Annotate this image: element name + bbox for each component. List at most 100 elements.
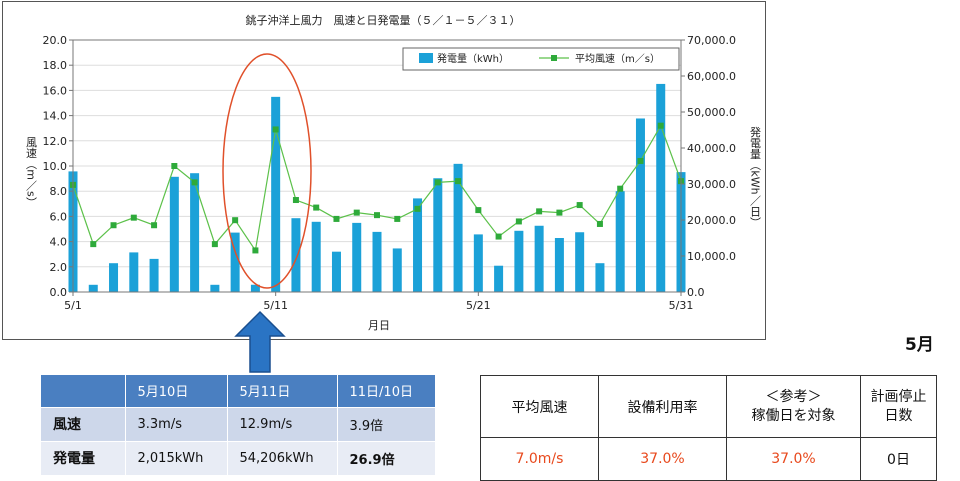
row-label: 発電量 bbox=[41, 441, 126, 476]
legend-line-label: 平均風速（m／s） bbox=[575, 53, 660, 65]
right-tick-label: 70,000.0 bbox=[687, 34, 736, 47]
wind-power-chart: 銚子沖洋上風力 風速と日発電量（５／１－５／３１） 0.0 2.0 4.0 6.0 8.… bbox=[25, 13, 762, 332]
wind-speed-point bbox=[171, 163, 178, 169]
bar bbox=[169, 176, 179, 292]
left-tick-label: 10.0 bbox=[43, 160, 68, 173]
bar bbox=[311, 221, 321, 292]
stats-value-outage-days: 0日 bbox=[860, 437, 937, 481]
bar bbox=[331, 251, 341, 292]
left-tick-label: 16.0 bbox=[43, 84, 68, 97]
cell-ratio: 3.9倍 bbox=[337, 407, 436, 442]
legend-line-marker bbox=[551, 55, 557, 61]
bar bbox=[190, 173, 200, 292]
wind-speed-point bbox=[151, 222, 158, 229]
right-tick-label: 30,000.0 bbox=[687, 178, 736, 191]
wind-speed-point bbox=[434, 179, 441, 186]
right-tick-label: 40,000.0 bbox=[687, 142, 736, 155]
bar bbox=[656, 83, 666, 292]
bar bbox=[413, 198, 423, 292]
wind-speed-point bbox=[455, 178, 462, 185]
bar bbox=[554, 238, 564, 292]
table-row: 風速 3.3m/s 12.9m/s 3.9倍 bbox=[41, 407, 436, 442]
bar bbox=[534, 225, 544, 292]
left-tick-label: 6.0 bbox=[50, 210, 68, 223]
legend-bar-label: 発電量（kWh） bbox=[437, 52, 509, 65]
left-tick-label: 4.0 bbox=[50, 236, 68, 249]
legend-bar-swatch bbox=[419, 53, 433, 63]
wind-speed-point bbox=[211, 241, 218, 248]
bar bbox=[514, 230, 524, 292]
highlight-ellipse bbox=[222, 53, 312, 289]
stats-header-outage-days: 計画停止 日数 bbox=[860, 375, 937, 438]
x-tick-label: 5/1 bbox=[64, 299, 82, 312]
wind-speed-point bbox=[272, 126, 279, 133]
bar bbox=[129, 252, 139, 292]
wind-speed-point bbox=[333, 215, 340, 222]
stats-value-row: 7.0m/s 37.0% 37.0% 0日 bbox=[480, 437, 937, 481]
wind-speed-line bbox=[72, 124, 682, 253]
chart-frame: 銚子沖洋上風力 風速と日発電量（５／１－５／３１） 0.0 2.0 4.0 6.0 8.… bbox=[2, 1, 766, 340]
stats-header-avg-wind: 平均風速 bbox=[480, 375, 599, 438]
right-tick-label: 20,000.0 bbox=[687, 214, 736, 227]
pointer-arrow-icon bbox=[234, 310, 286, 373]
bar bbox=[433, 178, 443, 292]
x-tick-label: 5/11 bbox=[263, 299, 288, 312]
wind-speed-point bbox=[556, 209, 563, 216]
chart-title: 銚子沖洋上風力 風速と日発電量（５／１－５／３１） bbox=[246, 13, 521, 27]
wind-speed-point bbox=[394, 215, 401, 222]
bar bbox=[109, 263, 119, 292]
wind-speed-point bbox=[191, 179, 198, 186]
right-tick-label: 0.0 bbox=[687, 286, 705, 299]
left-tick-label: 14.0 bbox=[43, 110, 68, 123]
x-axis-label: 月日 bbox=[368, 319, 390, 332]
left-tick-label: 8.0 bbox=[50, 185, 68, 198]
stats-header-reference: ＜参考＞ 稼働日を対象 bbox=[726, 375, 861, 438]
month-label: 5月 bbox=[905, 335, 934, 355]
left-tick-label: 2.0 bbox=[50, 261, 68, 274]
legend: 発電量（kWh） 平均風速（m／s） bbox=[402, 47, 680, 71]
cell-day11: 54,206kWh bbox=[227, 441, 338, 476]
wind-speed-point bbox=[536, 208, 543, 215]
x-tick-label: 5/21 bbox=[466, 299, 491, 312]
wind-speed-point bbox=[232, 217, 239, 224]
wind-speed-point bbox=[475, 207, 482, 214]
bar bbox=[88, 284, 98, 292]
wind-speed-point bbox=[617, 185, 624, 192]
right-tick-label: 60,000.0 bbox=[687, 70, 736, 83]
y-axis-right-label: 発電量（kWh／日） bbox=[749, 125, 762, 228]
wind-speed-point bbox=[252, 247, 259, 254]
wind-speed-point bbox=[130, 214, 137, 221]
comparison-header-day11: 5月11日 bbox=[227, 375, 338, 408]
comparison-header-day10: 5月10日 bbox=[125, 375, 228, 408]
stats-value-utilization: 37.0% bbox=[598, 437, 727, 481]
left-tick-label: 20.0 bbox=[43, 34, 68, 47]
row-label: 風速 bbox=[41, 407, 126, 442]
wind-speed-point bbox=[90, 241, 97, 248]
wind-speed-point bbox=[292, 197, 299, 204]
wind-speed-point bbox=[515, 218, 522, 225]
bar bbox=[575, 232, 585, 292]
comparison-header-ratio: 11日/10日 bbox=[337, 375, 436, 408]
wind-speed-point bbox=[313, 204, 320, 211]
cell-day10: 2,015kWh bbox=[125, 441, 228, 476]
wind-speed-point bbox=[657, 122, 664, 129]
bar bbox=[250, 284, 260, 292]
cell-ratio: 26.9倍 bbox=[337, 441, 436, 476]
cell-day10: 3.3m/s bbox=[125, 407, 228, 442]
x-tick-label: 5/31 bbox=[669, 299, 694, 312]
bar bbox=[271, 96, 281, 292]
stats-value-avg-wind: 7.0m/s bbox=[480, 437, 599, 481]
bar bbox=[149, 258, 159, 292]
left-tick-label: 0.0 bbox=[50, 286, 68, 299]
y-axis-left-label: 風速（m／s） bbox=[25, 136, 38, 207]
wind-speed-point bbox=[110, 222, 117, 229]
wind-speed-point bbox=[414, 205, 421, 212]
bar bbox=[595, 263, 605, 292]
wind-speed-point bbox=[374, 212, 380, 219]
wind-speed-point bbox=[637, 157, 644, 164]
wind-speed-point bbox=[353, 209, 360, 216]
bar bbox=[230, 232, 240, 292]
cell-day11: 12.9m/s bbox=[227, 407, 338, 442]
stats-value-reference: 37.0% bbox=[726, 437, 861, 481]
wind-speed-point bbox=[495, 233, 502, 240]
